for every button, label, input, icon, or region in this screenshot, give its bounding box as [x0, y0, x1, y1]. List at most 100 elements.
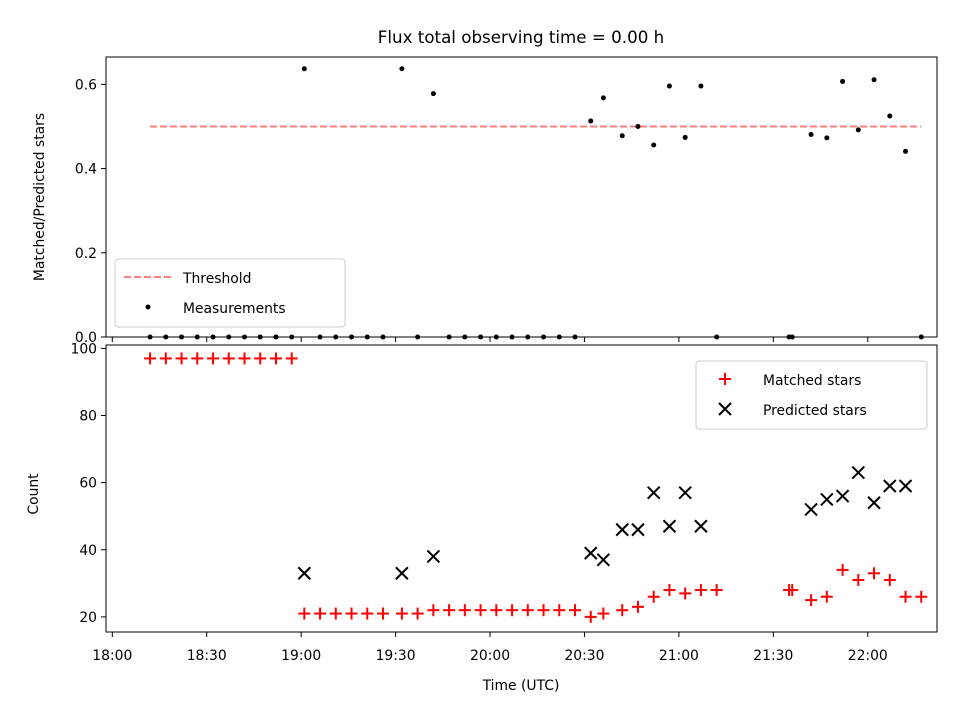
matched-stars-point: [395, 607, 408, 620]
predicted-stars-legend-swatch: [718, 402, 732, 416]
top-y-axis-label: Matched/Predicted stars: [32, 113, 48, 281]
matched-stars-point: [899, 590, 912, 603]
top-y-tick-label: 0.2: [75, 246, 97, 262]
matched-stars-point: [852, 573, 865, 586]
predicted-stars-point: [867, 496, 881, 510]
predicted-stars-point: [851, 465, 866, 480]
matched-stars-point: [616, 604, 629, 617]
top-x-ticks: [111, 337, 869, 342]
matched-stars-point: [694, 584, 707, 597]
measurements-point: [619, 133, 625, 139]
matched-stars-point: [836, 563, 849, 576]
predicted-stars-point: [898, 479, 913, 493]
matched-stars-point: [631, 600, 644, 613]
matched-stars-point: [207, 352, 220, 365]
threshold-legend-label: Threshold: [182, 271, 251, 287]
x-tick-label: 20:00: [470, 648, 510, 664]
top-legend-box: [114, 258, 346, 328]
predicted-stars-point: [820, 492, 834, 507]
matched-stars-point: [238, 352, 251, 365]
matched-stars-point: [597, 607, 610, 620]
top-y-tick-label: 0.6: [75, 77, 97, 93]
matched-stars-legend-swatch: [719, 373, 731, 385]
predicted-stars-point: [631, 522, 645, 537]
matched-stars-point: [329, 607, 342, 620]
bottom-plot-frame: [105, 344, 938, 633]
matched-stars-point: [786, 584, 799, 597]
matched-stars-point: [820, 590, 833, 603]
matched-stars-point: [191, 352, 204, 365]
measurements-point: [682, 134, 688, 140]
bottom-y-ticks: 20 40 60 80 100: [70, 341, 106, 626]
matched-stars-point: [345, 607, 358, 620]
matched-stars-point: [159, 352, 172, 365]
measurements-legend-label: Measurements: [183, 301, 286, 317]
predicted-stars-point: [596, 553, 611, 567]
x-tick-label: 21:00: [659, 648, 699, 664]
predicted-stars-legend-label: Predicted stars: [763, 403, 867, 419]
x-tick-label: 22:00: [848, 648, 888, 664]
matched-stars-point: [427, 604, 440, 617]
top-y-ticks: 0.0 0.2 0.4 0.6: [75, 77, 106, 346]
bottom-data-layer: [144, 352, 928, 623]
predicted-stars-point: [584, 546, 598, 560]
predicted-stars-point: [297, 566, 312, 580]
measurements-point: [588, 118, 594, 124]
matched-stars-point: [377, 607, 389, 620]
matched-stars-point: [883, 573, 896, 586]
x-tick-label: 19:30: [376, 648, 416, 664]
bottom-y-tick-label: 40: [79, 543, 97, 559]
measurements-point: [600, 95, 606, 101]
matched-stars-point: [679, 587, 692, 600]
measurements-point: [903, 148, 909, 154]
matched-stars-point: [443, 604, 456, 617]
top-plot-frame: [105, 56, 938, 338]
matched-stars-point: [361, 607, 374, 620]
chart-title: Flux total observing time = 0.00 h: [378, 27, 664, 47]
bottom-panel: 20 40 60 80 100 18:00 18:30 19:00 19:30 20:00 20:…: [26, 341, 938, 694]
predicted-stars-point: [694, 519, 708, 533]
matched-stars-point: [458, 604, 471, 617]
bottom-y-tick-label: 20: [79, 610, 97, 626]
x-tick-label: 19:00: [281, 648, 321, 664]
matched-stars-point: [506, 604, 519, 617]
bottom-legend-box: [695, 360, 928, 430]
measurements-point: [808, 131, 814, 137]
predicted-stars-point: [426, 549, 441, 564]
matched-stars-point: [569, 604, 582, 617]
matched-stars-point: [915, 590, 928, 603]
measurements-point: [635, 123, 641, 129]
matched-stars-point: [144, 352, 157, 365]
predicted-stars-point: [678, 485, 692, 500]
x-tick-label: 20:30: [564, 648, 604, 664]
bottom-y-tick-label: 100: [70, 341, 97, 357]
top-panel: 0.0 0.2 0.4 0.6 Matched/Predicted stars Thr…: [32, 56, 938, 346]
x-tick-label: 18:30: [187, 648, 227, 664]
matched-stars-point: [222, 352, 235, 365]
bottom-x-ticks: 18:00 18:30 19:00 19:30 20:00 20:30 21:00 21:30…: [92, 632, 888, 664]
matched-stars-point: [411, 607, 424, 620]
matched-stars-point: [521, 604, 534, 617]
measurements-point: [666, 83, 672, 89]
matched-stars-point: [474, 604, 487, 617]
predicted-stars-point: [615, 522, 629, 537]
bottom-y-tick-label: 80: [79, 408, 97, 424]
measurements-point: [651, 142, 657, 148]
measurements-legend-swatch: [145, 304, 151, 310]
matched-stars-point: [175, 352, 188, 365]
predicted-stars-point: [662, 519, 677, 533]
top-y-tick-label: 0.4: [75, 162, 97, 178]
predicted-stars-point: [395, 566, 409, 580]
measurements-point: [840, 78, 846, 84]
matched-stars-point: [710, 584, 723, 597]
measurements-point: [871, 77, 877, 83]
bottom-y-axis-label: Count: [26, 473, 42, 515]
matched-stars-point: [298, 607, 311, 620]
x-tick-label: 21:30: [753, 648, 793, 664]
measurements-point: [301, 66, 307, 72]
measurements-point: [698, 83, 704, 89]
matched-stars-point: [285, 352, 298, 365]
matched-stars-point: [805, 594, 818, 607]
predicted-stars-point: [883, 479, 897, 493]
